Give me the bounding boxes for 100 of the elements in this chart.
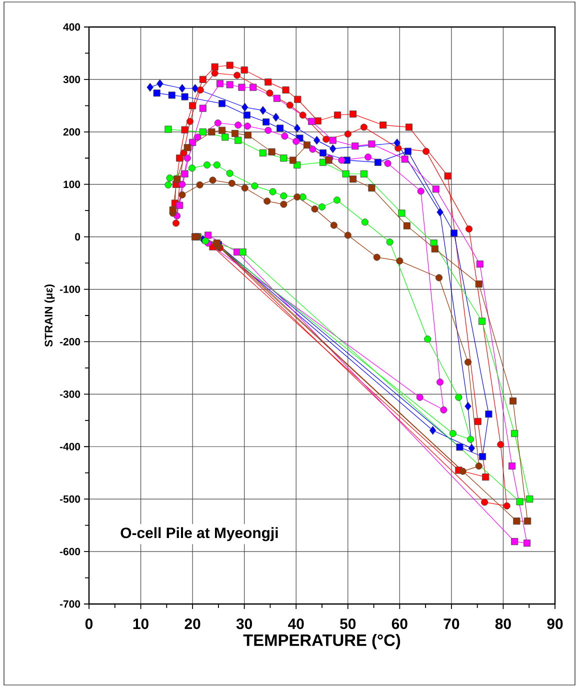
point [209,176,216,184]
point [360,124,368,131]
point [240,66,248,74]
point [166,174,174,182]
point [481,498,488,506]
point [196,181,204,188]
point [364,154,372,161]
point [218,100,226,108]
point [241,184,248,192]
point [292,138,300,145]
point [204,161,211,169]
point [344,130,352,138]
x-tick-label: 40 [288,618,304,630]
point [464,358,472,366]
point [401,156,408,163]
point [218,126,226,134]
point [146,82,154,92]
point [456,444,464,451]
point [178,180,186,188]
point [478,453,486,460]
point [368,140,376,148]
point [294,96,302,103]
point [342,170,350,178]
point [329,136,336,144]
point [455,394,462,401]
point [181,126,188,134]
point [272,112,280,122]
point [264,126,272,134]
point [338,156,346,164]
point [384,160,392,167]
point [176,202,184,209]
point [511,430,518,438]
point [424,336,432,343]
point [311,205,318,213]
x-tick-label: 50 [340,618,356,630]
point [169,206,176,214]
point [475,280,482,288]
point [444,172,452,180]
point [280,200,288,208]
point [250,84,257,91]
point [511,538,518,546]
point [199,76,206,84]
point [380,122,387,129]
point [208,128,216,136]
point [361,218,369,226]
point [464,402,472,411]
y-tick-label: -100 [60,286,80,293]
point [251,182,258,190]
point [282,86,290,94]
y-tick-label: -300 [60,390,80,398]
point [266,90,274,97]
point [222,134,229,141]
point [429,426,436,435]
point [164,181,172,188]
point [241,102,248,112]
point [373,254,380,261]
point [273,94,280,102]
point [526,496,534,503]
point [313,136,320,145]
point [178,84,186,93]
point [450,230,458,237]
point [294,193,301,200]
point [199,104,206,112]
point [192,84,199,93]
y-tick-label: -400 [60,442,80,450]
point [440,406,448,414]
point [213,161,220,169]
point [435,274,443,282]
point [516,498,524,506]
point [244,122,251,130]
point [403,222,410,230]
point [329,144,336,154]
point [299,112,306,119]
point [202,237,210,245]
point [153,90,160,97]
point [280,154,288,162]
y-tick-label: 300 [63,76,80,84]
point [231,130,239,138]
point [474,418,482,426]
point [513,518,520,525]
point [189,138,196,146]
point [394,138,400,148]
point [432,186,440,193]
point [404,148,412,155]
point [449,430,457,438]
point [281,132,288,140]
point [194,134,202,141]
point [417,188,424,195]
point [176,154,184,162]
point [478,318,486,325]
point [238,84,246,91]
point [299,193,306,200]
point [264,78,272,86]
point [184,144,191,152]
point [318,203,326,210]
point [189,102,196,110]
point [228,180,236,187]
point [368,184,376,192]
point [416,394,424,401]
point [350,176,357,183]
